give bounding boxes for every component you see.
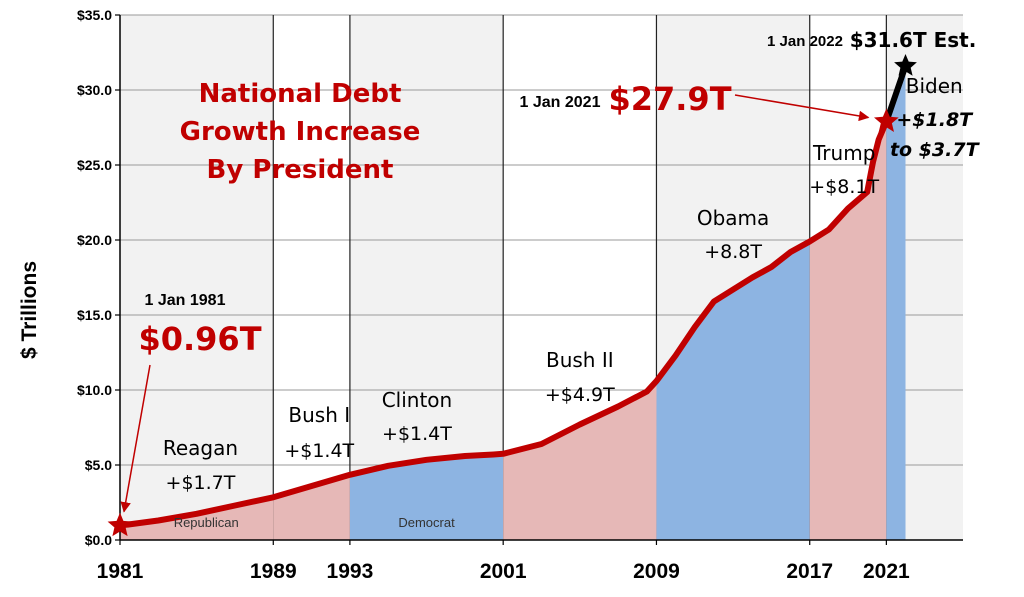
title-line-2: Growth Increase [180, 117, 421, 147]
annotation-2022-date: 1 Jan 2022 [767, 33, 843, 50]
x-tick-label: 1989 [250, 560, 297, 583]
president-name-bush-ii: Bush II [546, 348, 614, 372]
area-trump [809, 121, 887, 540]
title-line-1: National Debt [199, 79, 402, 109]
x-tick-label: 2017 [786, 560, 833, 583]
party-label-democrat: Democrat [398, 515, 455, 530]
debt-series-line [117, 118, 890, 529]
debt-area [120, 66, 906, 540]
star-1981 [107, 512, 133, 537]
area-bush-i [273, 474, 350, 540]
president-change-bush-ii: +$4.9T [545, 384, 615, 406]
president-name-biden: Biden [906, 74, 963, 98]
annotation-2021-arrow [734, 94, 870, 122]
star-2021 [874, 108, 899, 132]
area-obama [656, 241, 810, 540]
president-change-bush-i: +$1.4T [284, 440, 354, 462]
president-name-obama: Obama [697, 206, 769, 230]
chart-title: National Debt Growth Increase By President [180, 79, 421, 185]
y-tick-label: $25.0 [77, 157, 112, 173]
president-name-bush-i: Bush I [288, 403, 350, 427]
president-change2-biden: to $3.7T [890, 139, 981, 161]
x-tick-label: 2021 [863, 560, 910, 583]
y-tick-label: $30.0 [77, 82, 112, 98]
x-tick-label: 2001 [480, 560, 527, 583]
party-label-republican: Republican [174, 515, 239, 530]
president-change-trump: +$8.1T [809, 176, 879, 198]
president-change-biden: +$1.8T [896, 109, 974, 131]
area-biden [886, 66, 906, 540]
y-tick-label: $5.0 [85, 457, 112, 473]
president-name-reagan: Reagan [163, 436, 238, 460]
president-labels: Republican Democrat Reagan +$1.7T Bush I +$1.… [163, 74, 981, 530]
president-change-reagan: +$1.7T [166, 472, 236, 494]
area-bush-ii [503, 381, 657, 540]
x-tick-label: 2009 [633, 560, 680, 583]
band-future [905, 15, 963, 540]
y-tick-label: $35.0 [77, 7, 112, 23]
debt-line [117, 63, 909, 529]
band-reagan [120, 15, 274, 540]
annotation-2021-date: 1 Jan 2021 [520, 94, 601, 111]
annotation-1981-value: $0.96T [138, 320, 261, 358]
x-tick-label: 1993 [327, 560, 374, 583]
y-tick-label: $0.0 [85, 532, 112, 548]
annotation-2021-value: $27.9T [608, 80, 731, 118]
president-name-clinton: Clinton [382, 388, 453, 412]
y-tick-label: $20.0 [77, 232, 112, 248]
star-2022 [894, 54, 917, 76]
axes: $0.0 $5.0 $10.0 $15.0 $20.0 $25.0 $30.0 $35.0 19… [18, 7, 963, 583]
x-tick-label: 1981 [97, 560, 144, 583]
annotation-1981-date: 1 Jan 1981 [145, 292, 226, 309]
projection-line [883, 63, 909, 125]
annotations: 1 Jan 1981 $0.96T 1 Jan 2021 $27.9T 1 Jan 20… [107, 28, 977, 537]
area-clinton [349, 453, 504, 540]
annotation-2022-value: $31.6T Est. [850, 28, 977, 52]
y-tick-label: $15.0 [77, 307, 112, 323]
annotation-1981-arrow [120, 364, 151, 513]
y-axis-label: $ Trillions [18, 261, 41, 359]
president-name-trump: Trump [812, 141, 875, 165]
president-change-clinton: +$1.4T [382, 423, 452, 445]
president-change-obama: +8.8T [704, 241, 762, 263]
y-tick-label: $10.0 [77, 382, 112, 398]
title-line-3: By President [207, 155, 394, 185]
